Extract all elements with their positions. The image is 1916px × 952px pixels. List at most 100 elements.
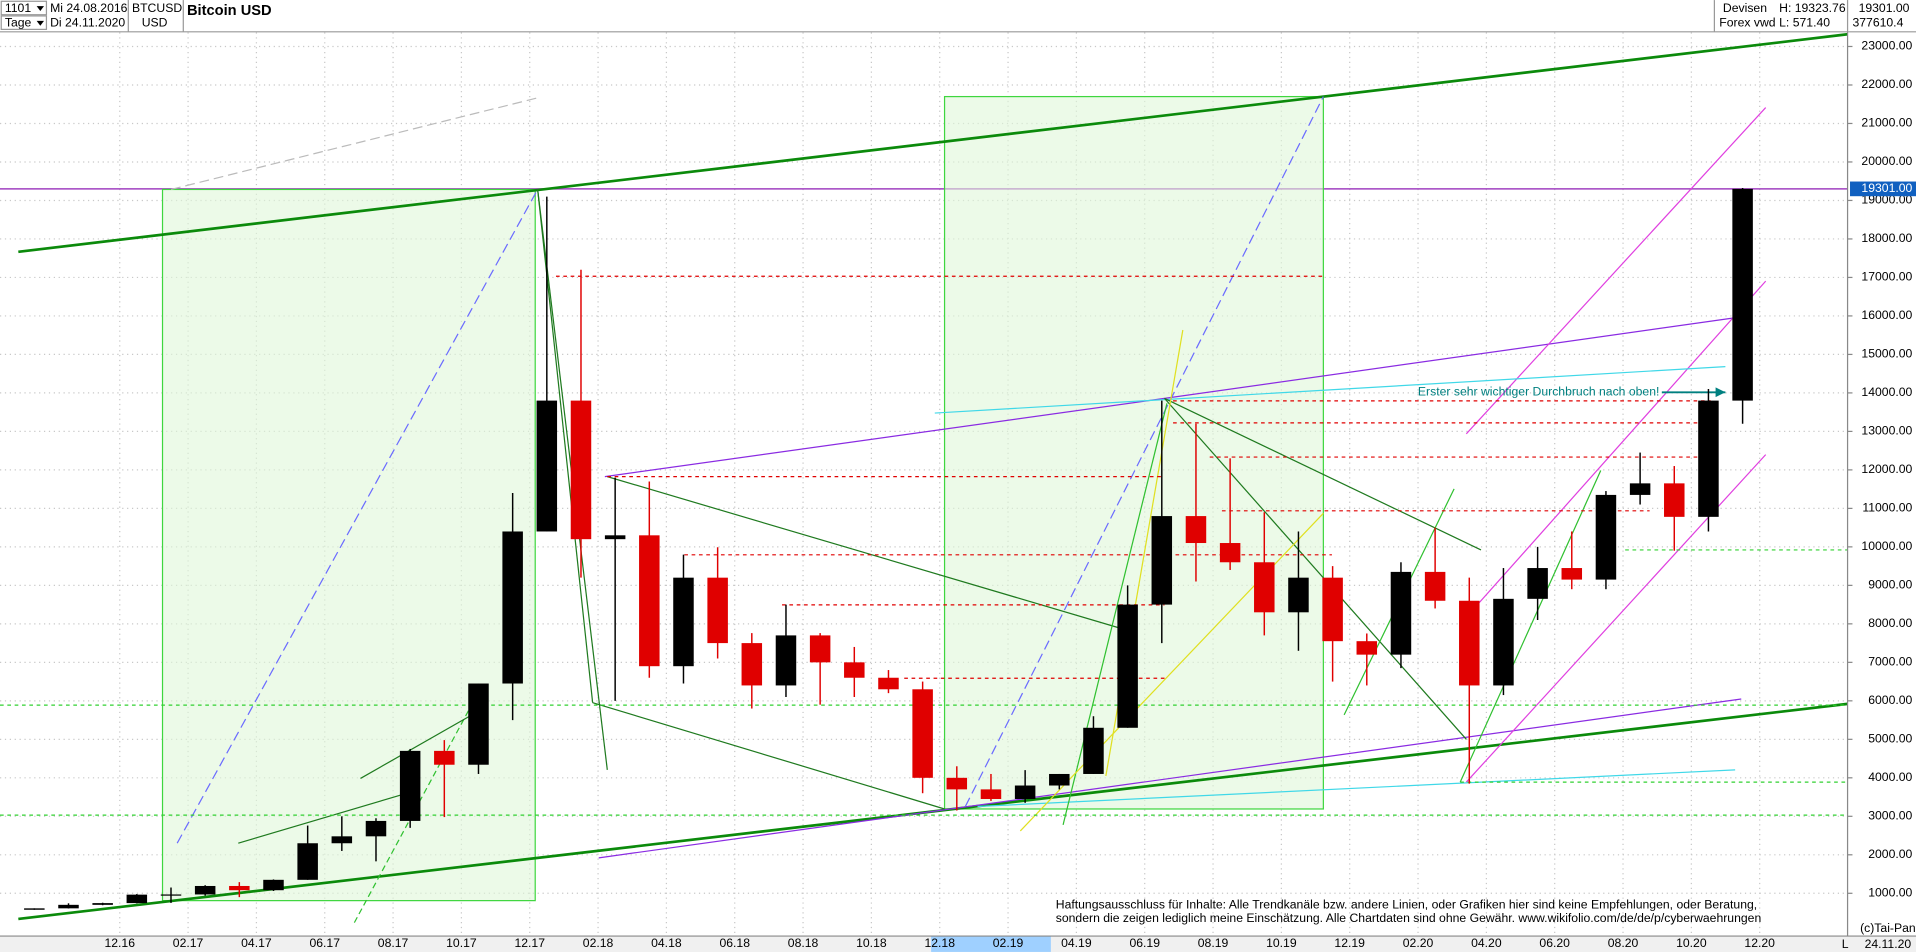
zone <box>161 188 536 902</box>
field <box>0 0 48 16</box>
trendline <box>170 97 538 191</box>
candle-body <box>707 577 728 644</box>
candles <box>24 187 1753 910</box>
period[interactable]: 1101 <box>5 1 31 15</box>
trendline <box>598 698 1742 859</box>
x-tick-label: 12.18 <box>924 936 955 950</box>
candle-body <box>1561 568 1583 580</box>
y-tick-label: 1000.00 <box>1868 886 1912 900</box>
y-tick-label: 22000.00 <box>1861 77 1912 91</box>
candle-body <box>1732 188 1753 401</box>
title: Bitcoin USD <box>187 3 272 19</box>
y-tick-label: 18000.00 <box>1861 231 1912 245</box>
trendline <box>977 769 1736 808</box>
date: 24.11.20 <box>1865 937 1912 951</box>
candle-body <box>809 635 831 663</box>
scale-mode[interactable]: L <box>1842 937 1849 951</box>
x-tick-label: 02.20 <box>1403 936 1434 950</box>
y-tick-label: 11000.00 <box>1862 501 1912 515</box>
last: 19301.00 <box>1859 1 1910 15</box>
y-tick-label: 21000.00 <box>1861 116 1912 130</box>
trendline <box>1465 280 1767 618</box>
y-tick-label: 3000.00 <box>1868 809 1912 823</box>
candle-body <box>365 820 387 837</box>
disclaimer: Haftungsausschluss für Inhalte: Alle Tre… <box>1056 898 1757 912</box>
candle-body <box>331 836 353 844</box>
y-tick-label: 7000.00 <box>1868 655 1912 669</box>
candle-body <box>1527 568 1548 599</box>
candle-body <box>980 789 1002 799</box>
candle-body <box>1356 641 1378 655</box>
candle-body <box>673 577 694 667</box>
axes: 1000.00 2000.00 3000.00 4000.00 5000.00 6000.… <box>104 39 1916 950</box>
symbol: BTCUSD <box>132 1 182 15</box>
y-tick-label: 16000.00 <box>1861 308 1912 322</box>
candle-body <box>1151 516 1173 605</box>
candle-body <box>1219 543 1241 563</box>
source: Forex vwd <box>1719 15 1775 29</box>
candle-body <box>741 643 763 686</box>
x-tick-label: 12.17 <box>514 936 545 950</box>
x-tick-label: 10.18 <box>856 936 887 950</box>
trendline <box>18 32 1848 254</box>
candle-body <box>536 400 558 532</box>
y-tick-label: 9000.00 <box>1868 578 1912 592</box>
y-tick-label: 14000.00 <box>1861 385 1912 399</box>
arrow-head <box>1715 387 1726 398</box>
x-tick-label: 06.18 <box>719 936 750 950</box>
annotation: Erster sehr wichtiger Durchbruch nach ob… <box>1418 385 1659 399</box>
candle-body <box>468 683 489 765</box>
copyright: (c)Tai-Pan <box>1860 921 1916 935</box>
candle-body <box>639 535 660 667</box>
trendline <box>176 189 539 844</box>
candle-body <box>570 400 592 540</box>
trendlines <box>0 32 1848 923</box>
candle-body <box>878 677 899 690</box>
candle-body <box>844 662 865 678</box>
candle-body <box>1493 598 1514 686</box>
candle-body <box>297 843 318 880</box>
y-tick-label: 17000.00 <box>1861 270 1912 284</box>
candle-body <box>1049 773 1070 786</box>
candle-body <box>912 689 933 778</box>
y-tick-label: 4000.00 <box>1868 770 1912 784</box>
candle-body <box>1664 483 1685 517</box>
candle-body <box>1254 562 1275 613</box>
candle-body <box>1014 785 1036 799</box>
trendline <box>1062 403 1168 826</box>
x-tick-label: 10.17 <box>446 936 477 950</box>
y-tick-label: 23000.00 <box>1861 39 1912 53</box>
trendline <box>934 366 1726 414</box>
last-price-label: 19301.00 <box>1861 181 1912 195</box>
trendline <box>1459 470 1602 783</box>
candle-body <box>1629 483 1651 495</box>
header <box>0 0 1916 32</box>
dropdown[interactable] <box>36 6 44 12</box>
interval[interactable]: Tage <box>5 15 32 29</box>
candle-body <box>775 635 797 686</box>
price-axis <box>1847 0 1916 952</box>
candle-body <box>604 535 626 540</box>
candle-body <box>263 879 284 891</box>
x-tick-label: 04.20 <box>1471 936 1502 950</box>
disclaimer: sondern die zeigen lediglich meine Einsc… <box>1056 911 1762 925</box>
candle-body <box>502 531 523 684</box>
x-tick-label: 06.20 <box>1539 936 1570 950</box>
field <box>0 15 48 30</box>
dropdown[interactable] <box>36 20 44 26</box>
x-tick-label: 12.20 <box>1744 936 1775 950</box>
volume: 377610.4 <box>1852 15 1903 29</box>
y-tick-label: 5000.00 <box>1868 732 1912 746</box>
x-tick-label: 02.17 <box>173 936 204 950</box>
candle-body <box>58 904 79 909</box>
y-tick-label: 15000.00 <box>1861 347 1912 361</box>
candle-body <box>1083 727 1104 774</box>
x-tick-label: 04.19 <box>1061 936 1092 950</box>
candle-body <box>194 885 216 895</box>
date-to: Di 24.11.2020 <box>50 15 125 29</box>
currency: USD <box>142 15 168 29</box>
last-price-box <box>1850 181 1916 197</box>
x-tick-label: 04.18 <box>651 936 682 950</box>
y-tick-label: 6000.00 <box>1868 693 1912 707</box>
